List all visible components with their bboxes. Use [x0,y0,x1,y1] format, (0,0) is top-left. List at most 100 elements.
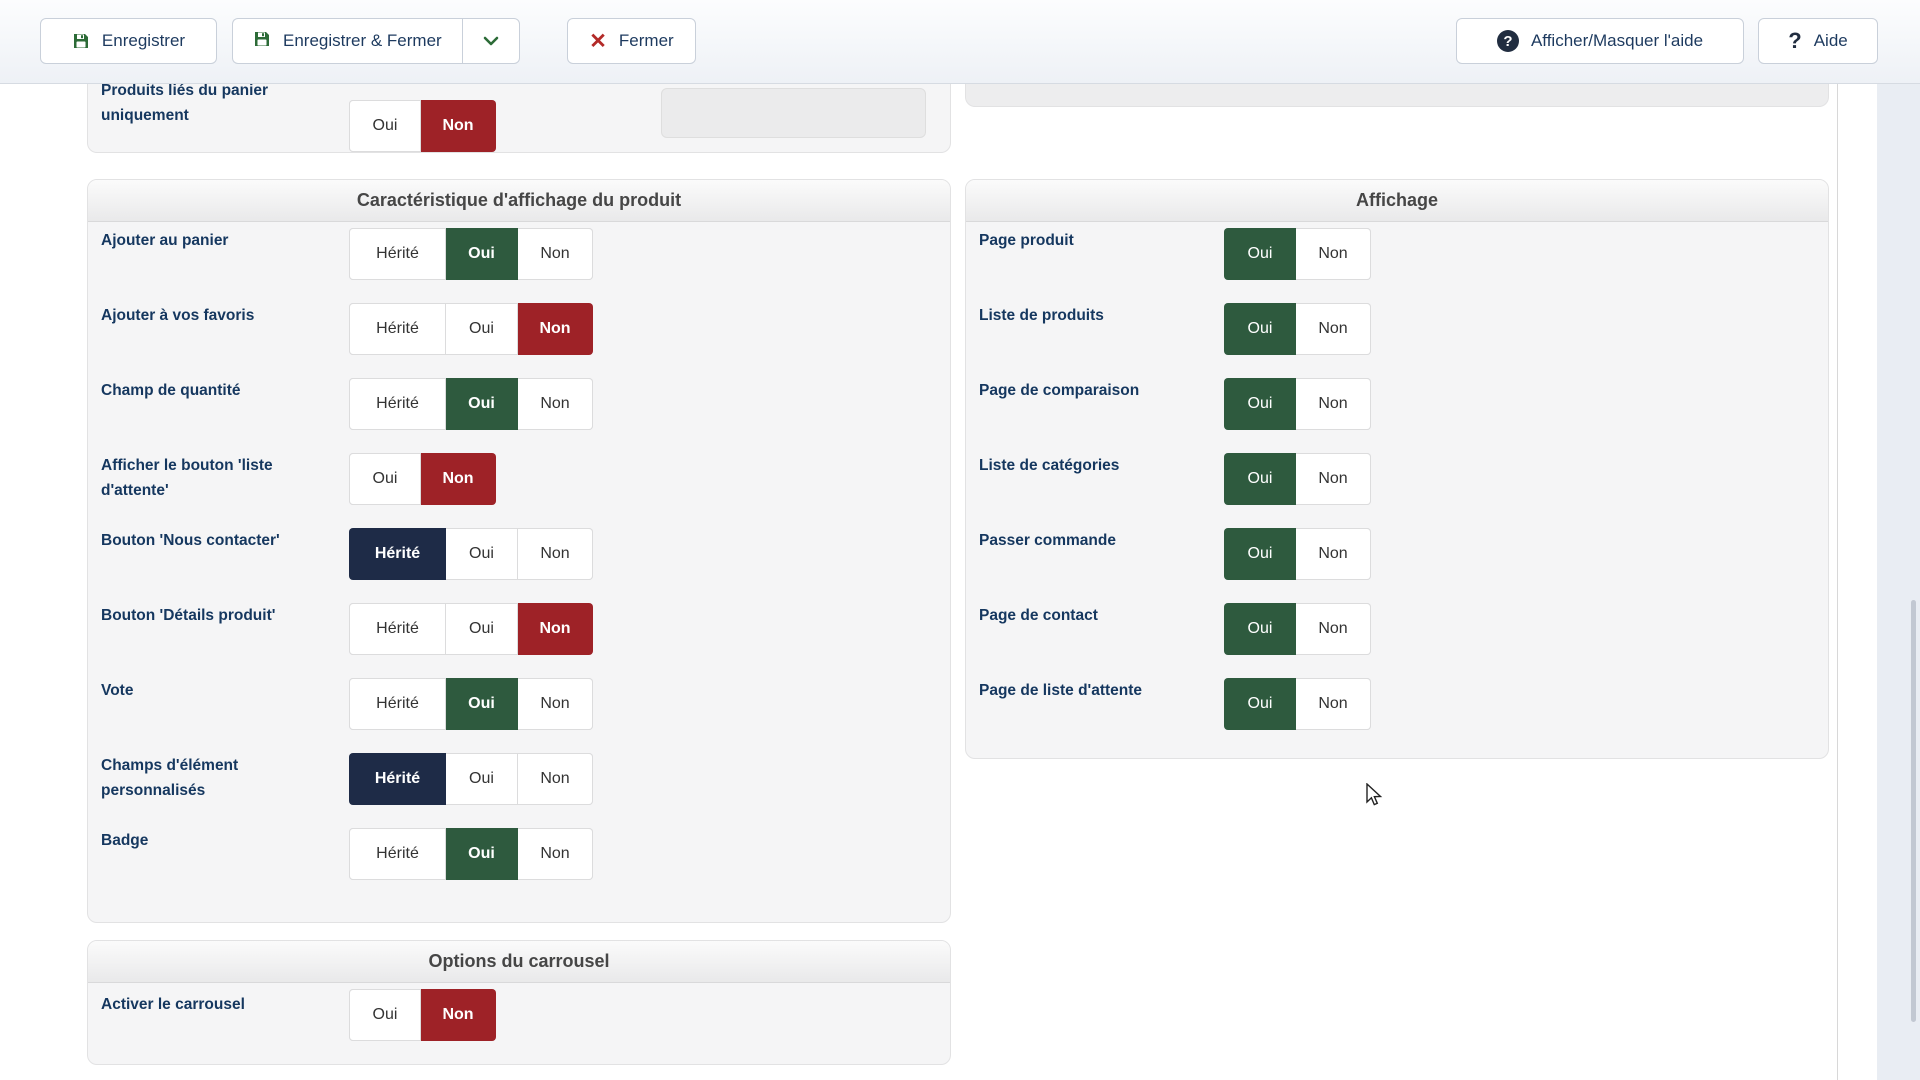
toggle-option-inherit[interactable]: Hérité [349,753,446,805]
panel-title: Caractéristique d'affichage du produit [88,180,950,222]
toggle-help-button-label: Afficher/Masquer l'aide [1530,31,1704,50]
help-button[interactable]: ? Aide [1758,18,1878,64]
panel-display: Affichage Page produit Oui Non Liste de pro… [965,179,1829,759]
option-row-label: Page de contact [979,607,1098,624]
toggle-option-yes[interactable]: Oui [1224,378,1296,430]
close-button-label: Fermer [618,31,674,50]
toggle-option-yes[interactable]: Oui [446,528,518,580]
toggle-option-no[interactable]: Non [518,828,593,880]
toggle-button-group: Hérité Oui Non [349,528,593,580]
option-row-label: Badge [101,832,149,849]
toggle-option-no[interactable]: Non [518,753,593,805]
option-row-label: Liste de catégories [979,457,1120,474]
option-row-label: Bouton 'Nous contacter' [101,532,280,549]
toggle-option-yes[interactable]: Oui [349,100,421,152]
toggle-option-yes[interactable]: Oui [1224,228,1296,280]
save-icon [253,30,271,53]
toggle-button-group: Oui Non [1224,678,1371,730]
toggle-button-group: Oui Non [349,100,496,152]
toggle-button-group: Oui Non [349,453,496,505]
save-close-button-label: Enregistrer & Fermer [283,31,442,50]
toggle-option-yes[interactable]: Oui [1224,603,1296,655]
content-edge-divider [1837,83,1838,1080]
toggle-option-no[interactable]: Non [518,528,593,580]
toggle-option-inherit[interactable]: Hérité [349,528,446,580]
toggle-option-yes[interactable]: Oui [349,453,421,505]
toggle-option-no[interactable]: Non [1296,228,1371,280]
save-close-button[interactable]: Enregistrer & Fermer [232,18,462,64]
toggle-option-yes[interactable]: Oui [446,753,518,805]
toggle-option-no[interactable]: Non [518,378,593,430]
toggle-option-no[interactable]: Non [421,100,496,152]
mouse-cursor [1363,782,1385,812]
toggle-option-yes[interactable]: Oui [349,989,421,1041]
toggle-option-yes[interactable]: Oui [1224,453,1296,505]
toolbar: Enregistrer Enregistrer & Fermer ✕ Ferme… [0,0,1920,84]
toggle-option-yes[interactable]: Oui [1224,528,1296,580]
toggle-option-yes[interactable]: Oui [446,828,518,880]
question-mark-icon: ? [1788,28,1802,53]
option-row-label: Page produit [979,232,1074,249]
toggle-option-yes[interactable]: Oui [446,378,518,430]
nested-panel-stub [661,88,926,138]
option-row-label: Bouton 'Détails produit' [101,607,276,624]
toggle-button-group: Hérité Oui Non [349,828,593,880]
help-circle-icon: ? [1496,30,1519,52]
toggle-help-button[interactable]: ? Afficher/Masquer l'aide [1456,18,1744,64]
help-button-label: Aide [1813,31,1848,50]
toggle-button-group: Oui Non [1224,603,1371,655]
save-options-dropdown-button[interactable] [461,18,520,64]
chevron-down-icon [483,31,499,51]
toggle-button-group: Oui Non [1224,378,1371,430]
toggle-button-group: Oui Non [1224,228,1371,280]
panel-title: Affichage [966,180,1828,222]
toggle-option-yes[interactable]: Oui [446,678,518,730]
toggle-button-group: Hérité Oui Non [349,603,593,655]
panel-title: Options du carrousel [88,941,950,983]
toggle-option-no[interactable]: Non [1296,603,1371,655]
toggle-button-group: Oui Non [1224,528,1371,580]
save-button[interactable]: Enregistrer [40,18,217,64]
toggle-option-yes[interactable]: Oui [1224,678,1296,730]
option-row-label: Page de comparaison [979,382,1140,399]
toggle-option-inherit[interactable]: Hérité [349,303,446,355]
option-row-label: Champs d'élément personnalisés [101,757,239,799]
toggle-option-inherit[interactable]: Hérité [349,828,446,880]
toggle-option-no[interactable]: Non [518,603,593,655]
toggle-option-no[interactable]: Non [1296,453,1371,505]
toggle-button-group: Hérité Oui Non [349,303,593,355]
save-close-split-button: Enregistrer & Fermer [232,18,520,64]
toggle-option-no[interactable]: Non [1296,528,1371,580]
toggle-option-inherit[interactable]: Hérité [349,603,446,655]
toggle-option-inherit[interactable]: Hérité [349,228,446,280]
toggle-option-no[interactable]: Non [421,453,496,505]
toggle-button-group: Hérité Oui Non [349,228,593,280]
option-row-label: Passer commande [979,532,1116,549]
option-row-label: Ajouter au panier [101,232,229,249]
toggle-option-no[interactable]: Non [1296,678,1371,730]
toggle-option-no[interactable]: Non [518,228,593,280]
toggle-option-inherit[interactable]: Hérité [349,378,446,430]
toggle-button-group: Hérité Oui Non [349,753,593,805]
toggle-option-no[interactable]: Non [518,678,593,730]
toggle-button-group: Oui Non [1224,453,1371,505]
option-row-label: Afficher le bouton 'liste d'attente' [101,457,273,499]
toggle-option-inherit[interactable]: Hérité [349,678,446,730]
option-row-label: Liste de produits [979,307,1104,324]
vertical-scrollbar-track[interactable] [1877,83,1920,1080]
close-button[interactable]: ✕ Fermer [567,18,696,64]
toggle-option-yes[interactable]: Oui [446,228,518,280]
toggle-option-yes[interactable]: Oui [446,603,518,655]
close-x-icon: ✕ [589,29,607,53]
panel-carousel: Options du carrousel Activer le carrouse… [87,940,951,1065]
toggle-option-yes[interactable]: Oui [1224,303,1296,355]
option-row-label: Ajouter à vos favoris [101,307,255,324]
toggle-option-no[interactable]: Non [518,303,593,355]
toggle-option-yes[interactable]: Oui [446,303,518,355]
toggle-option-no[interactable]: Non [1296,303,1371,355]
save-icon [72,32,90,50]
vertical-scrollbar-thumb[interactable] [1911,600,1916,1022]
option-row-label: Champ de quantité [101,382,241,399]
toggle-option-no[interactable]: Non [421,989,496,1041]
toggle-option-no[interactable]: Non [1296,378,1371,430]
